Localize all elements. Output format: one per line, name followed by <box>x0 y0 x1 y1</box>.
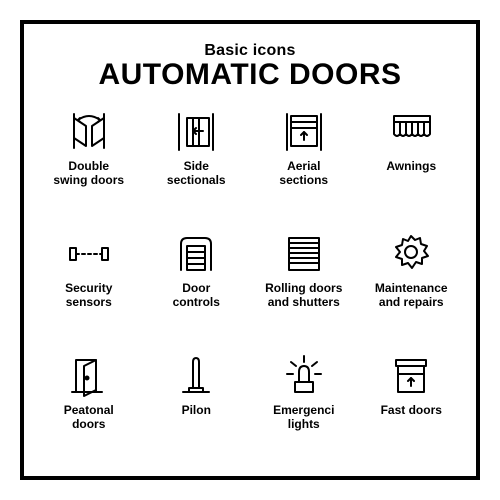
icon-cell-aerial-sections: Aerial sections <box>251 102 357 220</box>
icon-label: Peatonal doors <box>64 404 114 432</box>
icon-label: Aerial sections <box>279 160 328 188</box>
icon-label: Awnings <box>386 160 436 174</box>
icon-label: Pilon <box>182 404 211 418</box>
double-swing-doors-icon <box>62 108 116 156</box>
emergenci-lights-icon <box>277 352 331 400</box>
icon-label: Security sensors <box>65 282 112 310</box>
icon-cell-fast-doors: Fast doors <box>359 346 465 464</box>
title: AUTOMATIC DOORS <box>36 58 464 92</box>
icon-label: Side sectionals <box>167 160 226 188</box>
icon-set-frame: Basic icons AUTOMATIC DOORS Double swing… <box>20 20 480 480</box>
icon-cell-rolling-doors-shutters: Rolling doors and shutters <box>251 224 357 342</box>
aerial-sections-icon <box>277 108 331 156</box>
door-controls-icon <box>169 230 223 278</box>
icon-cell-peatonal-doors: Peatonal doors <box>36 346 142 464</box>
icon-cell-security-sensors: Security sensors <box>36 224 142 342</box>
maintenance-repairs-icon <box>384 230 438 278</box>
icon-label: Emergenci lights <box>273 404 334 432</box>
fast-doors-icon <box>384 352 438 400</box>
rolling-doors-shutters-icon <box>277 230 331 278</box>
icon-label: Fast doors <box>381 404 442 418</box>
peatonal-doors-icon <box>62 352 116 400</box>
security-sensors-icon <box>62 230 116 278</box>
pilon-icon <box>169 352 223 400</box>
icon-grid: Double swing doors Side sectionals <box>36 102 464 464</box>
icon-cell-maintenance-repairs: Maintenance and repairs <box>359 224 465 342</box>
icon-cell-door-controls: Door controls <box>144 224 250 342</box>
side-sectionals-icon <box>169 108 223 156</box>
icon-label: Maintenance and repairs <box>375 282 448 310</box>
icon-label: Double swing doors <box>53 160 124 188</box>
icon-cell-side-sectionals: Side sectionals <box>144 102 250 220</box>
icon-cell-awnings: Awnings <box>359 102 465 220</box>
icon-label: Rolling doors and shutters <box>265 282 342 310</box>
icon-cell-double-swing-doors: Double swing doors <box>36 102 142 220</box>
icon-cell-emergenci-lights: Emergenci lights <box>251 346 357 464</box>
awnings-icon <box>384 108 438 156</box>
icon-cell-pilon: Pilon <box>144 346 250 464</box>
icon-label: Door controls <box>173 282 220 310</box>
